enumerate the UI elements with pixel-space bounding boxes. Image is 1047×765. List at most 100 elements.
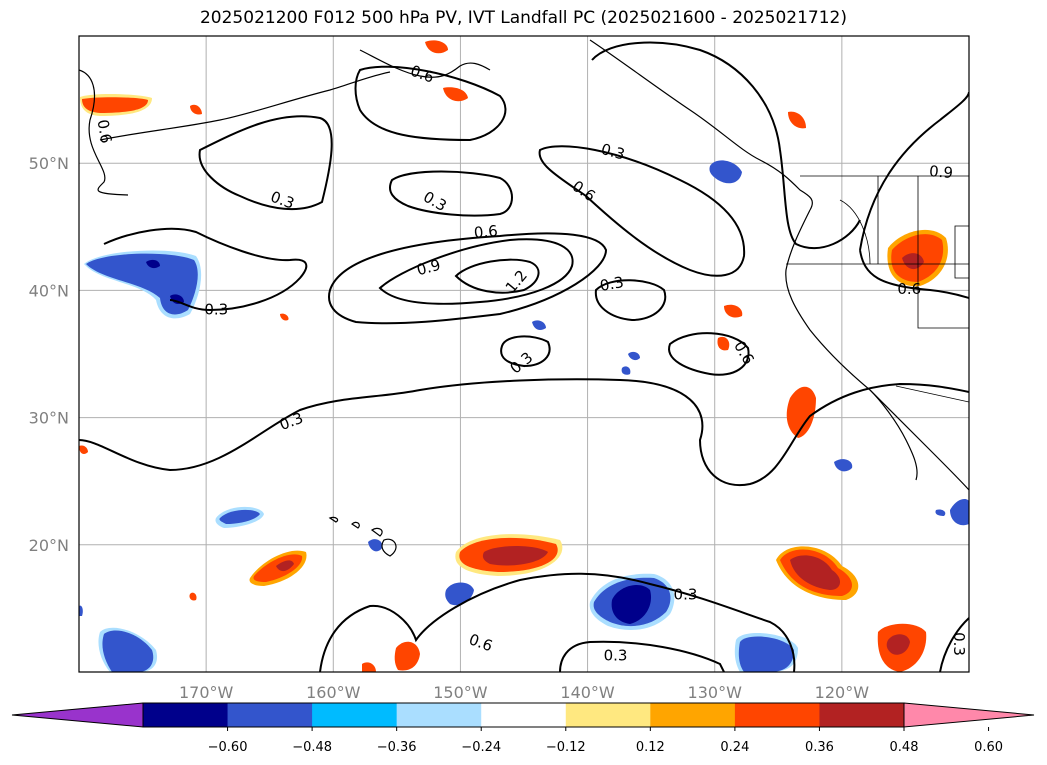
shade-negative-west-edge — [79, 605, 83, 616]
contour-label: 0.6 — [897, 280, 921, 298]
contour-label: 0.6 — [473, 222, 498, 242]
contour-label: 0.3 — [674, 585, 698, 603]
contour-0.3-mid — [389, 170, 513, 217]
colorbar-tick-label: −0.12 — [546, 740, 586, 755]
colorbar-extend-high — [903, 702, 1035, 728]
lon-tick-label: 140°W — [560, 683, 615, 702]
coastline-alaska — [359, 49, 491, 78]
contour-0.3-subtropical — [79, 378, 969, 487]
colorbar-tick-label: 0.24 — [720, 740, 749, 755]
colorbar-segment — [734, 703, 820, 727]
shade-negative-tiny — [935, 509, 946, 516]
lat-tick-label: 30°N — [29, 409, 69, 428]
colorbar-extend-low — [11, 702, 144, 728]
pc-shading — [79, 40, 969, 672]
lon-tick-label: 120°W — [815, 683, 870, 702]
coastline-hawaii — [328, 516, 397, 557]
colorbar-segment — [481, 703, 567, 727]
coastline-aleutians — [99, 71, 391, 141]
shade-positive-offshore-2 — [717, 336, 730, 351]
plot-frame — [78, 35, 970, 673]
shade-negative-south-3 — [734, 633, 798, 672]
contour-0.9-nw-us — [859, 91, 969, 299]
colorbar-tick-label: 0.36 — [805, 740, 834, 755]
contour-0.3-west — [103, 227, 308, 312]
longitude-tick-labels: 170°W 160°W 150°W 140°W 130°W 120°W — [179, 683, 869, 702]
lat-tick-label: 50°N — [29, 154, 69, 173]
colorbar-tick-label: −0.60 — [208, 740, 248, 755]
contour-0.6-small-oval — [668, 332, 750, 376]
contour-label: 0.3 — [598, 273, 625, 295]
shade-negative-south-2 — [589, 573, 675, 630]
contour-0.3-east — [591, 41, 861, 250]
shade-positive-tiny-1 — [189, 592, 197, 601]
shade-negative-small-1 — [532, 320, 546, 330]
shade-negative-south-1 — [445, 582, 474, 606]
lon-tick-label: 130°W — [688, 683, 743, 702]
colorbar-tick-label: −0.48 — [292, 740, 332, 755]
contour-0.3-small-oval-1 — [594, 279, 667, 322]
contour-0.3-south-inner — [559, 640, 725, 672]
lat-tick-label: 40°N — [29, 281, 69, 300]
shade-positive-south-b — [455, 534, 563, 576]
coastline-panhandle — [589, 39, 813, 211]
coastline-baja — [869, 389, 918, 481]
pv-contours — [79, 41, 969, 672]
colorbar-segment — [227, 703, 313, 727]
coastlines — [79, 39, 969, 557]
contour-label: 0.9 — [415, 256, 443, 280]
contour-label: 0.3 — [599, 140, 627, 164]
chart-title: 2025021200 F012 500 hPa PV, IVT Landfall… — [199, 8, 847, 28]
contour-label: 0.3 — [604, 646, 628, 664]
shade-positive-northwest — [80, 94, 152, 116]
shade-positive-offshore-1 — [724, 304, 743, 318]
shade-positive-south-c — [776, 546, 859, 600]
contour-label: 0.3 — [950, 632, 968, 656]
colorbar-tick-label: 0.48 — [890, 740, 919, 755]
contour-0.6-ridge — [328, 232, 608, 325]
contour-0.3-small-oval-2 — [500, 335, 551, 368]
shade-positive-baja — [786, 386, 816, 438]
colorbar-tick-label: −0.24 — [461, 740, 501, 755]
shade-positive-west-edge — [79, 445, 88, 454]
contour-0.3-northern — [198, 115, 333, 211]
contour-label: 0.9 — [928, 162, 953, 182]
contour-label: 0.3 — [204, 300, 228, 318]
shade-negative-small-3 — [621, 366, 631, 375]
shade-positive-south-a — [249, 550, 307, 586]
colorbar-tick-label: −0.36 — [377, 740, 417, 755]
shade-positive-bc — [788, 111, 806, 129]
shade-negative-se-edge — [950, 499, 969, 526]
shade-positive-south-d — [877, 623, 927, 672]
contour-1.2-core — [454, 258, 540, 294]
lon-tick-label: 150°W — [433, 683, 488, 702]
shade-positive-small — [190, 104, 202, 115]
coastline-us-west — [785, 209, 969, 491]
shade-positive-gulf — [443, 87, 468, 102]
contour-0.6-east — [538, 145, 746, 277]
lon-tick-label: 160°W — [306, 683, 361, 702]
colorbar-segment — [312, 703, 398, 727]
contour-0.3-south — [319, 572, 796, 672]
colorbar-tick-label: 0.12 — [636, 740, 665, 755]
lon-tick-label: 170°W — [179, 683, 234, 702]
contour-label: 0.6 — [93, 118, 115, 145]
lat-tick-label: 20°N — [29, 536, 69, 555]
shade-negative-southwest — [98, 627, 158, 672]
latitude-tick-labels: 50°N 40°N 30°N 20°N — [29, 154, 69, 555]
shade-positive-tiny-2 — [280, 313, 289, 321]
colorbar: −0.60 −0.48 −0.36 −0.24 −0.12 0.12 0.24 0.36 0.4… — [11, 702, 1035, 755]
shade-negative-west — [84, 250, 202, 319]
shade-positive-south-f — [362, 662, 376, 672]
shade-positive-aleutian — [425, 40, 448, 54]
colorbar-segment — [565, 703, 651, 727]
colorbar-segment — [819, 703, 905, 727]
contour-0.9-ridge — [378, 238, 574, 305]
shade-negative-hawaii — [368, 539, 383, 552]
colorbar-segment — [650, 703, 736, 727]
contour-0.6-alaska — [354, 65, 507, 142]
shade-negative-small-2 — [628, 351, 640, 361]
colorbar-segment — [143, 703, 229, 727]
colorbar-frame — [142, 702, 905, 728]
coastline-kamchatka — [79, 69, 129, 196]
